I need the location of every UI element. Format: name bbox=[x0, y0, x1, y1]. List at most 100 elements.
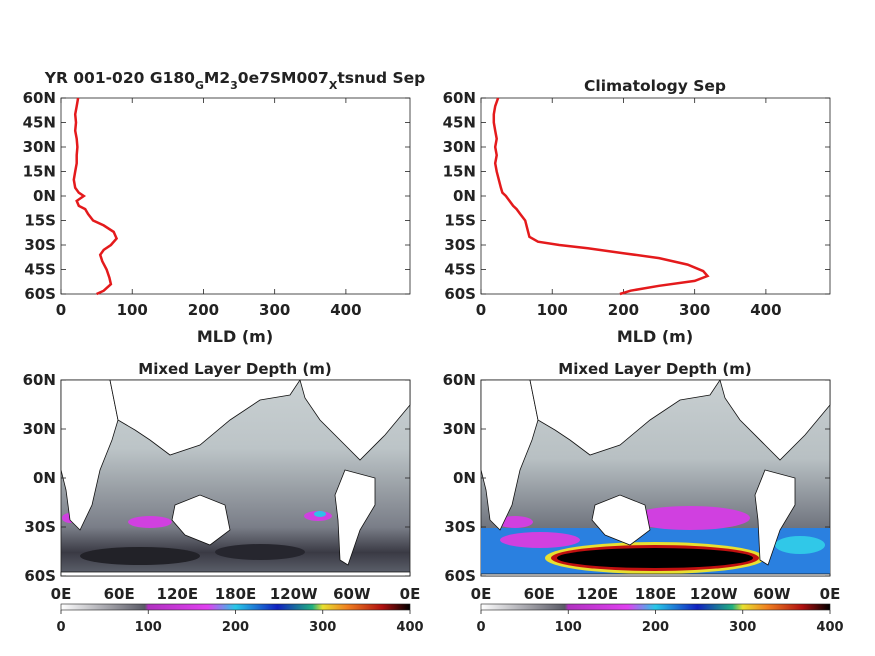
colorbar-tick-label: 0 bbox=[56, 620, 65, 635]
y-tick-label: 30N bbox=[443, 138, 476, 156]
colorbar-tick-label: 100 bbox=[555, 620, 582, 635]
x-axis-label: MLD (m) bbox=[197, 327, 273, 346]
landmass-eurasia bbox=[529, 379, 721, 456]
colorbar-tick-label: 100 bbox=[135, 620, 162, 635]
series-line bbox=[72, 97, 119, 296]
high-mld-patches bbox=[62, 511, 332, 565]
x-tick-label: 100 bbox=[537, 301, 568, 319]
patch-south-1 bbox=[80, 547, 200, 565]
y-tick-label: 0N bbox=[453, 187, 476, 205]
landmass-australia bbox=[591, 494, 651, 546]
x-tick-label: 0E bbox=[820, 585, 841, 603]
landmass-eurasia bbox=[109, 379, 301, 456]
x-tick-label: 0E bbox=[51, 585, 72, 603]
x-tick-labels: 0 100 200 300 400 bbox=[56, 98, 362, 319]
landmass-n-america bbox=[719, 379, 831, 461]
y-tick-label: 30S bbox=[24, 518, 56, 536]
panel-4-title: Mixed Layer Depth (m) bbox=[558, 360, 751, 378]
x-tick-label: 200 bbox=[608, 301, 639, 319]
y-tick-label: 45N bbox=[23, 114, 56, 132]
y-tick-label: 30S bbox=[444, 236, 476, 254]
landmass-antarctica bbox=[480, 573, 831, 577]
continents bbox=[60, 379, 411, 577]
y-tick-label: 45S bbox=[444, 261, 476, 279]
y-tick-label: 30N bbox=[23, 420, 56, 438]
colorbar-tick-label: 400 bbox=[396, 620, 423, 635]
colorbar-tick-label: 300 bbox=[729, 620, 756, 635]
y-tick-label: 0N bbox=[453, 469, 476, 487]
x-tick-label: 0 bbox=[56, 301, 66, 319]
colorbar-tick-label: 400 bbox=[816, 620, 843, 635]
y-tick-label: 60S bbox=[24, 285, 56, 303]
patch-black-core bbox=[557, 548, 753, 568]
patch-pacific-core bbox=[314, 511, 326, 517]
y-tick-label: 30N bbox=[443, 420, 476, 438]
landmass-n-america bbox=[299, 379, 411, 461]
x-tick-label: 300 bbox=[259, 301, 290, 319]
plot-area bbox=[60, 97, 411, 295]
y-tick-label: 45N bbox=[443, 114, 476, 132]
patch-indian-2 bbox=[128, 516, 172, 528]
patch-magenta-1 bbox=[630, 506, 750, 530]
y-tick-label: 45S bbox=[24, 261, 56, 279]
panel-1: YR 001-020 G180GM230e7SM007Xtsnud Sep 60… bbox=[23, 69, 426, 346]
colorbar-tick-label: 200 bbox=[222, 620, 249, 635]
colorbar-tick-label: 300 bbox=[309, 620, 336, 635]
panel-2: Climatology Sep 60N45N30N15N0N15S30S45S6… bbox=[443, 77, 831, 346]
x-tick-label: 300 bbox=[679, 301, 710, 319]
y-tick-labels: 60N 45N 30N 15N 0N 15S 30S 45S 60S bbox=[443, 89, 830, 303]
patch-magenta-3 bbox=[497, 516, 533, 528]
y-tick-label: 0N bbox=[33, 469, 56, 487]
x-tick-labels: 0 100 200 300 400 bbox=[476, 98, 782, 319]
x-tick-label: 120W bbox=[690, 585, 738, 603]
x-tick-labels: 0E 60E 120E 180E 120W 60W 0E bbox=[471, 585, 841, 603]
x-tick-label: 200 bbox=[188, 301, 219, 319]
y-tick-label: 15N bbox=[443, 163, 476, 181]
y-tick-label: 15S bbox=[24, 212, 56, 230]
colorbar-tick-labels: 0 100 200 300 400 bbox=[56, 610, 424, 635]
y-tick-label: 60S bbox=[444, 285, 476, 303]
x-tick-label: 60W bbox=[753, 585, 791, 603]
x-tick-label: 100 bbox=[117, 301, 148, 319]
x-tick-label: 60W bbox=[333, 585, 371, 603]
x-tick-label: 0 bbox=[476, 301, 486, 319]
x-tick-label: 60E bbox=[104, 585, 135, 603]
patch-cyan bbox=[775, 536, 825, 554]
y-tick-label: 60N bbox=[23, 89, 56, 107]
x-tick-label: 60E bbox=[524, 585, 555, 603]
x-tick-label: 0E bbox=[471, 585, 492, 603]
y-tick-labels: 60N 45N 30N 15N 0N 15S 30S 45S 60S bbox=[23, 89, 410, 303]
y-tick-label: 60N bbox=[443, 89, 476, 107]
y-tick-labels: 60N 30N 0N 30S 60S bbox=[443, 371, 830, 585]
landmass-australia bbox=[171, 494, 231, 546]
y-tick-labels: 60N 30N 0N 30S 60S bbox=[23, 371, 410, 585]
panel-3-title: Mixed Layer Depth (m) bbox=[138, 360, 331, 378]
patch-south-2 bbox=[215, 544, 305, 560]
panel-1-title: YR 001-020 G180GM230e7SM007Xtsnud Sep bbox=[44, 69, 426, 92]
y-tick-label: 30S bbox=[444, 518, 476, 536]
x-tick-label: 120E bbox=[157, 585, 199, 603]
y-tick-label: 60N bbox=[23, 371, 56, 389]
y-tick-label: 30N bbox=[23, 138, 56, 156]
y-tick-label: 60S bbox=[24, 567, 56, 585]
landmass-antarctica bbox=[60, 571, 411, 577]
x-tick-label: 120W bbox=[270, 585, 318, 603]
y-tick-label: 0N bbox=[33, 187, 56, 205]
x-axis-label: MLD (m) bbox=[617, 327, 693, 346]
plot-area bbox=[480, 97, 831, 295]
panel-2-title: Climatology Sep bbox=[584, 77, 726, 95]
x-tick-label: 180E bbox=[215, 585, 257, 603]
landmass-s-america bbox=[754, 469, 796, 566]
colorbar-tick-labels: 0 100 200 300 400 bbox=[476, 610, 844, 635]
colorbar bbox=[480, 603, 831, 611]
colorbar-tick-label: 200 bbox=[642, 620, 669, 635]
colorbar bbox=[60, 603, 411, 611]
x-tick-label: 180E bbox=[635, 585, 677, 603]
x-tick-label: 120E bbox=[577, 585, 619, 603]
x-tick-label: 400 bbox=[330, 301, 361, 319]
y-tick-label: 15N bbox=[23, 163, 56, 181]
landmass-s-america bbox=[334, 469, 376, 566]
